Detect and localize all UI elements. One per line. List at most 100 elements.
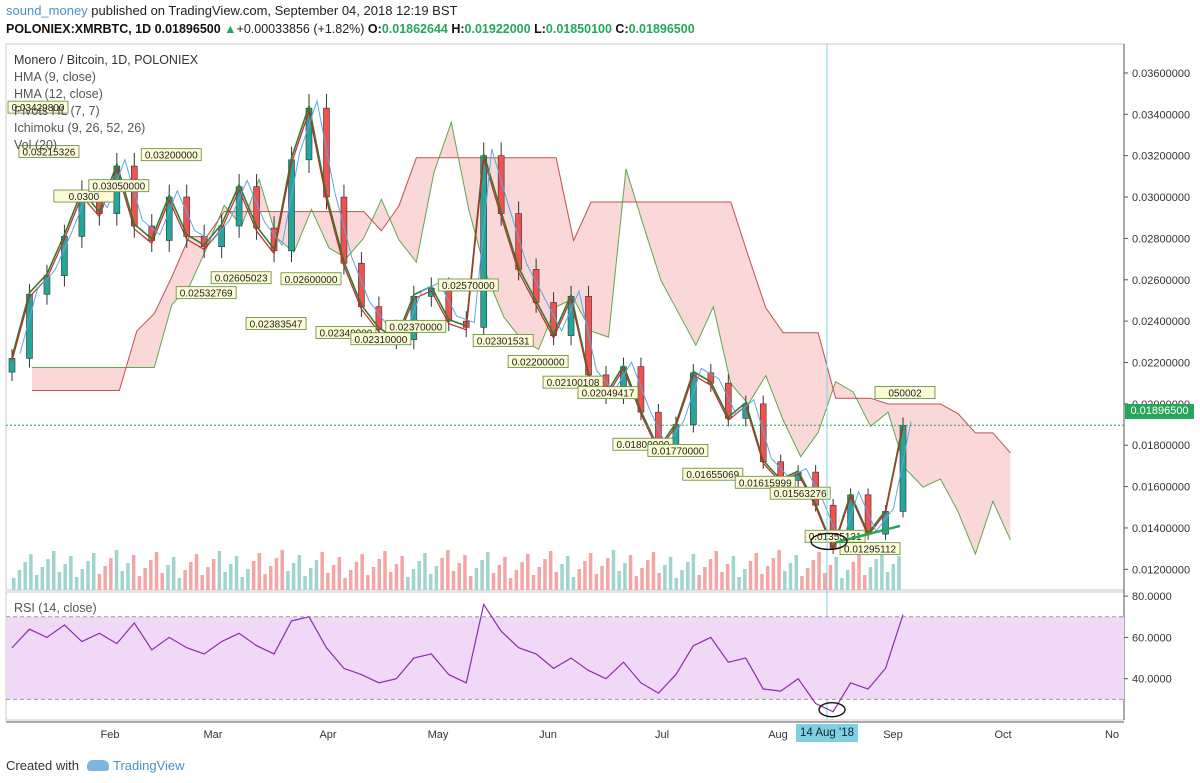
pivot-label-text: 0.01563276 bbox=[774, 489, 827, 500]
low-circle bbox=[810, 532, 848, 551]
pivot-label: 0.02200000 bbox=[507, 355, 569, 369]
volume-bar bbox=[274, 558, 279, 590]
pivot-label-box bbox=[472, 334, 534, 347]
created-with-text: Created with bbox=[6, 758, 79, 773]
volume-bar bbox=[703, 567, 707, 590]
volume-bar bbox=[200, 575, 204, 590]
volume-bar bbox=[737, 577, 741, 590]
volume-bar bbox=[651, 552, 656, 590]
volume-bar bbox=[817, 552, 821, 590]
volume-bar bbox=[166, 565, 170, 590]
candle-body bbox=[43, 275, 51, 295]
volume-bar bbox=[423, 553, 427, 590]
indicator-volume[interactable]: Vol (20) bbox=[14, 138, 58, 152]
pivot-label-box bbox=[18, 145, 80, 158]
up-arrow-icon: ▲ bbox=[224, 22, 237, 36]
pivot-label: 0.03429800 bbox=[7, 100, 69, 114]
price-tick-label: 0.02400000 bbox=[1132, 316, 1190, 328]
volume-bar bbox=[451, 571, 456, 590]
volume-bar bbox=[657, 573, 661, 590]
volume-bar bbox=[783, 571, 787, 590]
change-value: +0.00033856 (+1.82%) bbox=[236, 22, 365, 36]
volume-bar bbox=[23, 562, 27, 590]
pivot-label-text: 0.01770000 bbox=[651, 446, 704, 457]
publish-info: published on TradingView.com, September … bbox=[91, 3, 458, 18]
volume-bar bbox=[388, 572, 393, 590]
volume-bar bbox=[685, 562, 690, 590]
volume-bar bbox=[103, 566, 107, 590]
pivot-label-box bbox=[210, 271, 272, 285]
volume-bar bbox=[114, 550, 119, 590]
volume-bar bbox=[594, 574, 599, 590]
close-label: C: bbox=[615, 22, 629, 36]
volume-bar bbox=[805, 568, 810, 590]
time-tick-label: Feb bbox=[101, 729, 120, 741]
volume-bar bbox=[748, 561, 753, 590]
candle-body bbox=[8, 358, 16, 373]
volume-bar bbox=[845, 570, 850, 590]
volume-bar bbox=[577, 569, 581, 590]
pivot-label-text: 0.03200000 bbox=[145, 151, 198, 162]
open-label: O: bbox=[367, 22, 382, 36]
time-tick-label: Sep bbox=[883, 729, 903, 741]
pivot-label: 0.02600000 bbox=[280, 272, 342, 286]
pivot-label-text: 0.02370000 bbox=[389, 322, 442, 333]
volume-bar bbox=[251, 561, 256, 590]
volume-bar bbox=[246, 569, 250, 590]
username-link[interactable]: sound_money bbox=[6, 3, 88, 18]
volume-bar bbox=[223, 572, 227, 590]
volume-bar bbox=[474, 568, 479, 590]
pivot-label-text: 0.01355131 bbox=[809, 532, 862, 543]
indicator-pivots[interactable]: Pivots HL (7, 7) bbox=[14, 104, 100, 118]
time-tick-label: Mar bbox=[204, 729, 223, 741]
rsi-tick-label: 40.0000 bbox=[1132, 674, 1172, 686]
rsi-legend[interactable]: RSI (14, close) bbox=[14, 601, 97, 615]
pivot-label: 0.01770000 bbox=[647, 444, 709, 457]
indicator-ichimoku[interactable]: Ichimoku (9, 26, 52, 26) bbox=[14, 121, 146, 135]
time-tick-label: Aug bbox=[768, 729, 788, 741]
volume-bar bbox=[800, 576, 804, 590]
volume-bar bbox=[571, 577, 576, 590]
volume-bar bbox=[74, 577, 79, 590]
pivot-label-box bbox=[769, 486, 831, 500]
publish-line: sound_money published on TradingView.com… bbox=[6, 3, 457, 18]
volume-bar bbox=[868, 567, 873, 590]
pivot-label-box bbox=[140, 148, 202, 162]
indicator-hma9[interactable]: HMA (9, close) bbox=[14, 70, 96, 84]
volume-bar bbox=[788, 563, 793, 590]
volume-bar bbox=[566, 556, 570, 590]
tradingview-link[interactable]: TradingView bbox=[112, 758, 185, 773]
volume-bar bbox=[406, 577, 410, 590]
time-tick-label: Apr bbox=[319, 729, 336, 741]
volume-bar bbox=[885, 572, 890, 590]
pivot-label: 0.02370000 bbox=[385, 319, 447, 333]
close-value: 0.01896500 bbox=[628, 22, 695, 36]
last-price-tag: 0.01896500 bbox=[1125, 404, 1194, 419]
pivot-label: 0.02049417 bbox=[577, 386, 639, 400]
pivot-label-box bbox=[734, 475, 796, 489]
volume-bar bbox=[229, 564, 233, 590]
rsi-tick-label: 60.0000 bbox=[1132, 632, 1172, 644]
volume-bar bbox=[120, 571, 125, 590]
volume-bar bbox=[400, 556, 404, 590]
volume-bar bbox=[554, 572, 559, 590]
volume-bar bbox=[560, 564, 564, 590]
volume-bar bbox=[697, 575, 701, 590]
volume-bar bbox=[583, 561, 587, 590]
volume-bar bbox=[177, 578, 182, 590]
pivot-label-text: 0.02100108 bbox=[547, 378, 600, 389]
volume-bar bbox=[12, 578, 16, 590]
volume-bar bbox=[263, 574, 267, 590]
pivot-label-box bbox=[350, 332, 412, 346]
indicator-hma12[interactable]: HMA (12, close) bbox=[14, 87, 103, 101]
volume-bar bbox=[291, 563, 296, 590]
volume-bar bbox=[331, 565, 336, 590]
time-tick-label: Oct bbox=[994, 729, 1011, 741]
pivot-label-box bbox=[542, 375, 604, 389]
volume-bar bbox=[34, 575, 39, 590]
volume-bar bbox=[743, 569, 747, 590]
volume-bar bbox=[480, 560, 484, 590]
volume-bar bbox=[731, 556, 736, 590]
volume-bar bbox=[86, 561, 90, 590]
